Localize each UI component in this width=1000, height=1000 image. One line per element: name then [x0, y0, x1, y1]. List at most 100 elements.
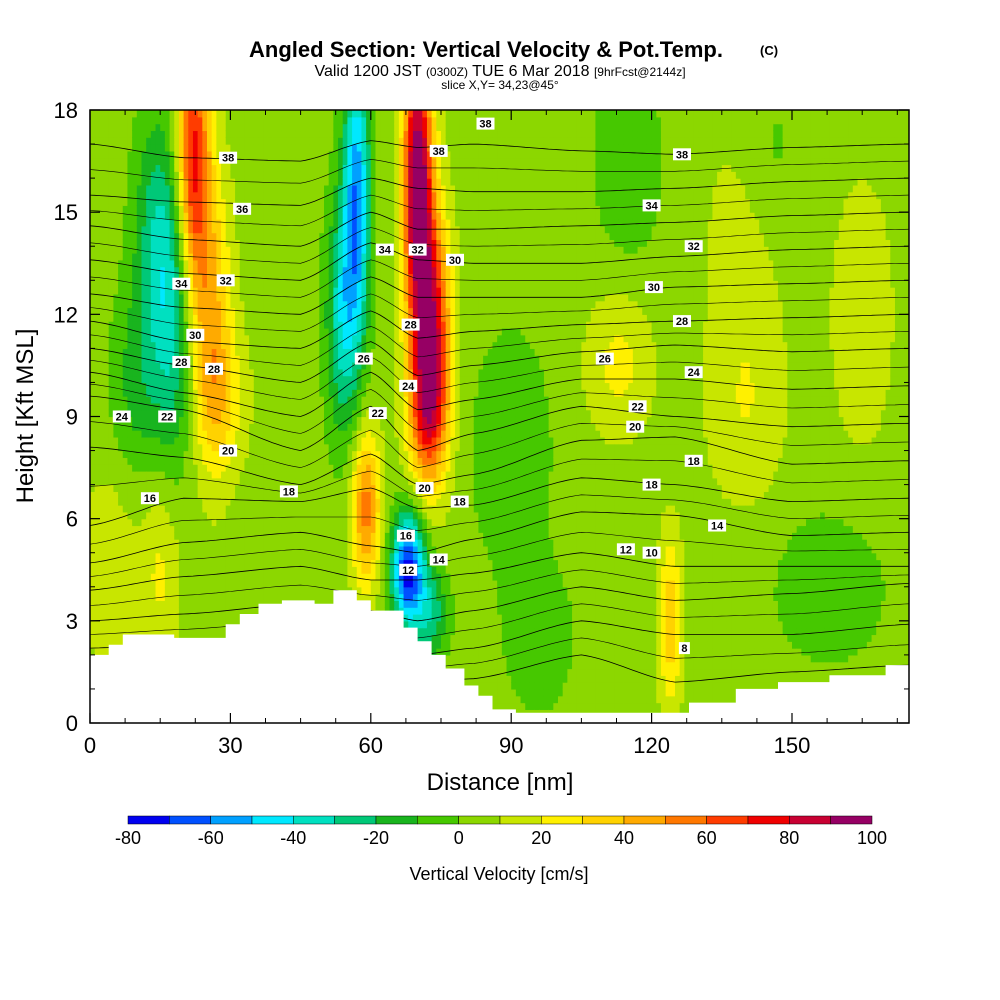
velocity-cell [188, 430, 194, 438]
velocity-cell [230, 225, 236, 234]
velocity-cell [118, 246, 124, 254]
velocity-cell [136, 532, 143, 540]
velocity-cell [150, 314, 157, 322]
velocity-cell [132, 157, 138, 166]
velocity-cell [225, 396, 231, 404]
velocity-cell [221, 525, 227, 533]
velocity-cell [253, 191, 260, 200]
velocity-cell [342, 355, 348, 363]
velocity-cell [188, 505, 194, 513]
velocity-cell [132, 273, 138, 281]
velocity-cell [169, 593, 175, 601]
velocity-cell [169, 116, 175, 125]
velocity-cell [235, 191, 241, 200]
velocity-cell [197, 144, 203, 152]
velocity-cell [104, 648, 110, 656]
velocity-cell [342, 300, 348, 309]
velocity-cell [160, 532, 166, 540]
velocity-cell [146, 457, 152, 465]
velocity-cell [277, 253, 283, 261]
velocity-cell [150, 614, 157, 622]
velocity-cell [188, 464, 194, 472]
velocity-cell [249, 539, 255, 547]
velocity-cell [104, 470, 110, 479]
velocity-cell [239, 287, 246, 295]
velocity-cell [319, 477, 325, 486]
velocity-cell [108, 123, 114, 132]
velocity-cell [169, 253, 175, 261]
velocity-cell [118, 525, 124, 533]
velocity-cell [188, 246, 194, 254]
velocity-cell [150, 246, 157, 254]
velocity-cell [263, 511, 269, 520]
velocity-cell [230, 511, 236, 520]
velocity-cell [333, 123, 339, 132]
velocity-cell [174, 150, 180, 159]
velocity-cell [239, 123, 246, 132]
velocity-cell [207, 232, 213, 241]
velocity-cell [150, 266, 157, 275]
velocity-cell [281, 239, 288, 247]
velocity-cell [239, 389, 246, 397]
velocity-cell [225, 539, 231, 547]
velocity-cell [211, 545, 217, 554]
velocity-cell [146, 552, 152, 561]
velocity-cell [108, 559, 114, 567]
velocity-cell [146, 239, 152, 247]
velocity-cell [244, 477, 250, 486]
velocity-cell [272, 450, 278, 458]
velocity-cell [174, 396, 180, 404]
velocity-cell [291, 164, 297, 172]
velocity-cell [192, 443, 199, 452]
velocity-cell [150, 573, 157, 581]
velocity-cell [239, 586, 246, 595]
velocity-cell [324, 409, 330, 418]
velocity-cell [122, 355, 129, 363]
velocity-cell [122, 178, 129, 186]
velocity-cell [164, 116, 171, 125]
velocity-cell [225, 511, 231, 520]
velocity-cell [188, 423, 194, 431]
velocity-cell [207, 416, 213, 424]
velocity-cell [305, 355, 311, 363]
velocity-cell [160, 198, 166, 206]
velocity-cell [338, 573, 344, 581]
velocity-cell [286, 218, 292, 227]
velocity-cell [99, 253, 105, 261]
velocity-cell [192, 137, 199, 145]
velocity-cell [244, 450, 250, 458]
velocity-cell [94, 648, 100, 656]
velocity-cell [183, 443, 189, 452]
velocity-cell [99, 273, 105, 281]
velocity-cell [281, 423, 288, 431]
velocity-cell [230, 573, 236, 581]
velocity-cell [178, 130, 185, 138]
velocity-cell [244, 232, 250, 241]
velocity-cell [136, 253, 143, 261]
velocity-cell [244, 130, 250, 138]
velocity-cell [207, 184, 213, 193]
velocity-cell [202, 593, 208, 601]
velocity-cell [183, 559, 189, 567]
velocity-cell [160, 137, 166, 145]
velocity-cell [90, 491, 96, 499]
velocity-cell [309, 327, 316, 336]
velocity-cell [99, 287, 105, 295]
velocity-cell [211, 144, 217, 152]
velocity-cell [146, 314, 152, 322]
velocity-cell [183, 396, 189, 404]
velocity-cell [216, 321, 222, 329]
velocity-cell [90, 184, 96, 193]
velocity-cell [104, 280, 110, 288]
velocity-cell [132, 545, 138, 554]
velocity-cell [90, 634, 96, 642]
velocity-cell [249, 477, 255, 486]
velocity-cell [291, 232, 297, 241]
velocity-cell [150, 341, 157, 349]
velocity-cell [328, 362, 334, 370]
velocity-cell [94, 491, 100, 499]
velocity-cell [216, 579, 222, 588]
velocity-cell [160, 539, 166, 547]
velocity-cell [122, 450, 129, 458]
velocity-cell [118, 253, 124, 261]
